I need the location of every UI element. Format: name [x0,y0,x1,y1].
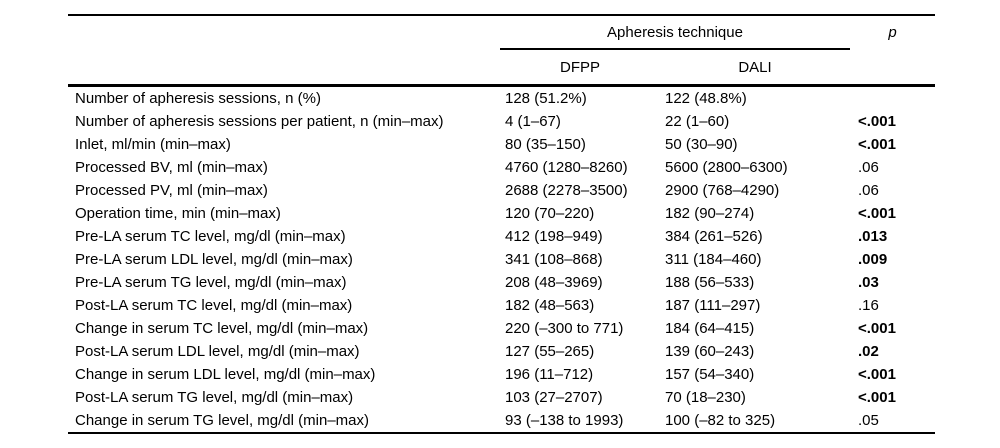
table-row: Pre-LA serum TC level, mg/dl (min–max) 41… [68,225,935,248]
p-value: .02 [858,343,879,360]
dfpp-value: 2688 (2278–3500) [505,182,628,199]
row-label: Post-LA serum TC level, mg/dl (min–max) [75,297,353,314]
group-header-row: Apheresis technique p [68,15,935,50]
row-label: Change in serum TC level, mg/dl (min–max… [75,320,369,337]
empty-header-cell [850,49,935,86]
table-row: Processed BV, ml (min–max) 4760 (1280–826… [68,156,935,179]
table-header: Apheresis technique p DFPP DALI [68,15,935,86]
row-label: Post-LA serum LDL level, mg/dl (min–max) [75,343,360,360]
dfpp-value: 196 (11–712) [505,366,594,383]
p-value: <.001 [858,389,896,406]
p-value: .06 [858,159,879,176]
dfpp-value: 127 (55–265) [505,343,595,360]
empty-header-cell [68,15,500,49]
row-label: Number of apheresis sessions, n (%) [75,90,321,107]
dali-value: 100 (–82 to 325) [665,412,776,429]
dali-value: 2900 (768–4290) [665,182,780,199]
dfpp-value: 103 (27–2707) [505,389,603,406]
p-value: .03 [858,274,879,291]
dfpp-value: 412 (198–949) [505,228,603,245]
table-body: Number of apheresis sessions, n (%) 128 (… [68,86,935,434]
dfpp-value: 4760 (1280–8260) [505,159,628,176]
row-label: Number of apheresis sessions per patient… [75,113,444,130]
dali-value: 5600 (2800–6300) [665,159,788,176]
row-label: Pre-LA serum LDL level, mg/dl (min–max) [75,251,353,268]
row-label: Pre-LA serum TG level, mg/dl (min–max) [75,274,347,291]
dfpp-value: 4 (1–67) [505,113,561,130]
dfpp-value: 93 (–138 to 1993) [505,412,624,429]
dfpp-value: 120 (70–220) [505,205,595,222]
p-value: <.001 [858,136,896,153]
row-label: Processed BV, ml (min–max) [75,159,268,176]
p-value: .16 [858,297,879,314]
dfpp-value: 220 (–300 to 771) [505,320,624,337]
dfpp-value: 208 (48–3969) [505,274,603,291]
table-row: Pre-LA serum TG level, mg/dl (min–max) 20… [68,271,935,294]
table-row: Operation time, min (min–max) 120 (70–220… [68,202,935,225]
table-row: Inlet, ml/min (min–max) 80 (35–150) 50 (30… [68,133,935,156]
table-row: Change in serum TC level, mg/dl (min–max… [68,317,935,340]
column-header-dfpp: DFPP [559,58,600,76]
p-value: <.001 [858,205,896,222]
table-row: Post-LA serum LDL level, mg/dl (min–max)… [68,340,935,363]
dali-value: 187 (111–297) [665,297,761,314]
row-label: Pre-LA serum TC level, mg/dl (min–max) [75,228,346,245]
dali-value: 182 (90–274) [665,205,755,222]
table-row: Processed PV, ml (min–max) 2688 (2278–350… [68,179,935,202]
row-label: Change in serum TG level, mg/dl (min–max… [75,412,369,429]
p-value: .009 [858,251,888,268]
row-label: Inlet, ml/min (min–max) [75,136,231,153]
p-value: <.001 [858,366,896,383]
dfpp-value: 341 (108–868) [505,251,603,268]
row-label: Change in serum LDL level, mg/dl (min–ma… [75,366,376,383]
table-row: Change in serum TG level, mg/dl (min–max… [68,409,935,433]
dfpp-value: 182 (48–563) [505,297,595,314]
dali-value: 50 (30–90) [665,136,738,153]
column-header-dali: DALI [738,58,772,76]
p-value: .05 [858,412,879,429]
dali-value: 139 (60–243) [665,343,755,360]
dali-value: 157 (54–340) [665,366,755,383]
table-row: Number of apheresis sessions, n (%) 128 (… [68,86,935,111]
row-label: Processed PV, ml (min–max) [75,182,268,199]
column-header-p: p [888,24,897,41]
dali-value: 22 (1–60) [665,113,730,130]
row-label: Operation time, min (min–max) [75,205,281,222]
table-row: Post-LA serum TC level, mg/dl (min–max) 1… [68,294,935,317]
dali-value: 384 (261–526) [665,228,763,245]
dali-value: 184 (64–415) [665,320,755,337]
dali-value: 70 (18–230) [665,389,746,406]
dali-value: 188 (56–533) [665,274,755,291]
table-row: Number of apheresis sessions per patient… [68,110,935,133]
p-value: .06 [858,182,879,199]
table-row: Post-LA serum TG level, mg/dl (min–max) 1… [68,386,935,409]
dali-value: 122 (48.8%) [665,90,747,107]
p-value: <.001 [858,320,896,337]
p-value: .013 [858,228,888,245]
group-header-apheresis-technique: Apheresis technique [500,15,850,50]
table-row: Pre-LA serum LDL level, mg/dl (min–max) 3… [68,248,935,271]
dfpp-value: 128 (51.2%) [505,90,587,107]
table-row: Change in serum LDL level, mg/dl (min–ma… [68,363,935,386]
p-value [850,86,935,111]
p-value: <.001 [858,113,896,130]
dfpp-value: 80 (35–150) [505,136,586,153]
empty-header-cell [68,49,500,86]
data-table: Apheresis technique p DFPP DALI Number o… [68,14,935,434]
sub-header-row: DFPP DALI [68,49,935,86]
apheresis-comparison-table: Apheresis technique p DFPP DALI Number o… [68,14,935,434]
dali-value: 311 (184–460) [665,251,762,268]
row-label: Post-LA serum TG level, mg/dl (min–max) [75,389,354,406]
